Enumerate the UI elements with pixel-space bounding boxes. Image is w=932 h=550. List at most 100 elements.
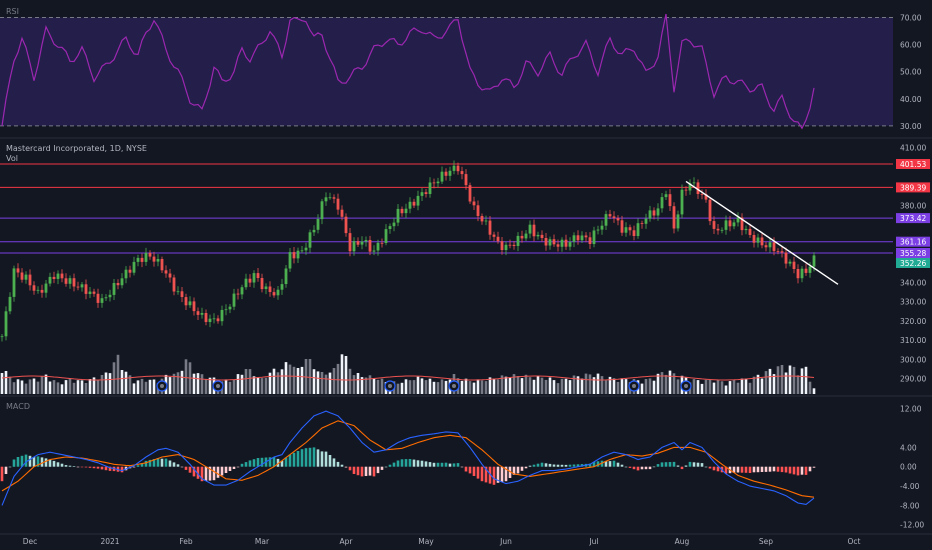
event-markers[interactable] [156,380,692,392]
volume-bar [124,371,128,394]
macd-histogram-bar [320,451,324,467]
macd-histogram-bar [704,466,708,468]
macd-tick-label: 12.00 [900,405,922,414]
volume-ma-line [1,375,815,381]
price-pane[interactable]: Mastercard Incorporated, 1D, NYSE Vol 41… [0,144,930,394]
macd-histogram-bar [268,457,272,467]
candle-body [752,235,756,243]
volume-bar [356,373,360,394]
candle-body [608,214,612,217]
volume-bar [332,368,336,394]
volume-bar [620,378,624,394]
macd-histogram-bar [272,457,276,467]
trendline[interactable] [685,180,839,285]
candle-body [308,232,312,248]
volume-bar [80,380,84,394]
level-price-tag-label: 401.53 [900,160,926,169]
time-axis-label: Dec [23,537,38,546]
macd-histogram-bar [448,463,452,467]
macd-histogram-bar [204,466,208,481]
macd-histogram-bar [280,460,284,467]
macd-histogram-bar [432,462,436,467]
macd-tick-label: 4.00 [900,443,917,452]
candle-body [488,220,492,235]
candle-body [196,311,200,315]
candle-body [76,286,80,288]
time-axis-label: 2021 [100,537,119,546]
volume-bar [244,369,248,394]
candle-body [296,250,300,259]
macd-pane[interactable]: MACD 12.00 4.00 0.00 -4.00 -8.00 -12.00 [0,402,925,530]
volume-bar [644,379,648,394]
volume-bar [96,380,100,394]
candle-body [88,291,92,294]
candle-body [508,244,512,246]
volume-bar [700,383,704,394]
macd-histogram-bar [464,466,468,472]
rsi-pane[interactable]: RSI 70.00 60.00 50.00 40.00 30.00 [0,7,922,131]
volume-bar [84,383,88,394]
volume-bar [52,380,56,394]
macd-histogram-bar [624,466,628,468]
candle-body [268,286,272,292]
macd-histogram-bar [772,466,776,472]
candle-body [108,294,112,298]
candle-body [524,233,528,239]
volume-bar [416,376,420,394]
macd-histogram-bar [656,464,660,467]
volume-bar [668,370,672,394]
macd-histogram-bar [760,466,764,472]
level-price-tag [896,159,930,169]
price-tick-label: 310.00 [900,336,926,345]
candle-body [584,235,588,238]
candle-body [240,287,244,295]
time-axis-label: Jun [499,537,512,546]
candle-body [280,284,284,290]
candle-body [804,268,808,273]
volume-bar [612,378,616,394]
volume-bar [368,375,372,394]
macd-histogram-bar [408,459,412,467]
macd-histogram-bar [756,466,760,473]
macd-histogram-bar [300,449,304,467]
macd-histogram-bar [184,466,188,470]
volume-bar [512,374,516,394]
candle-body [436,181,440,184]
volume-bar [12,382,16,394]
time-axis-label: Jul [588,537,598,546]
volume-bar [292,366,296,394]
volume-bar [492,378,496,394]
volume-bar [468,381,472,394]
volume-bar [32,378,36,394]
macd-tick-label: -12.00 [900,521,924,530]
candle-body [512,244,516,246]
volume-bar [660,372,664,394]
price-tick-label: 300.00 [900,355,926,364]
candle-body [292,252,296,259]
volume-bar [704,379,708,394]
candle-body [492,234,496,237]
candle-body [708,199,712,222]
candle-body [632,230,636,236]
candle-body [96,293,100,303]
macd-histogram-bar [496,466,500,483]
macd-histogram-bar [364,466,368,476]
candle-body [480,216,484,222]
price-tick-label: 290.00 [900,375,926,384]
candle-body [788,261,792,264]
volume-bar [404,379,408,394]
candle-body [272,292,276,296]
volume-bar [352,375,356,394]
candle-body [424,192,428,194]
time-axis-label: Mar [255,537,270,546]
candle-body [516,235,520,246]
time-axis[interactable]: Dec 2021 Feb Mar Apr May Jun Jul Aug Sep Oct [23,537,861,546]
volume-bar [484,381,488,394]
volume-bar [104,372,108,394]
volume-bar [800,368,804,394]
macd-histogram-bar [236,466,240,468]
macd-histogram-bar [736,466,740,473]
candle-body [204,313,208,322]
candle-body [136,257,140,262]
